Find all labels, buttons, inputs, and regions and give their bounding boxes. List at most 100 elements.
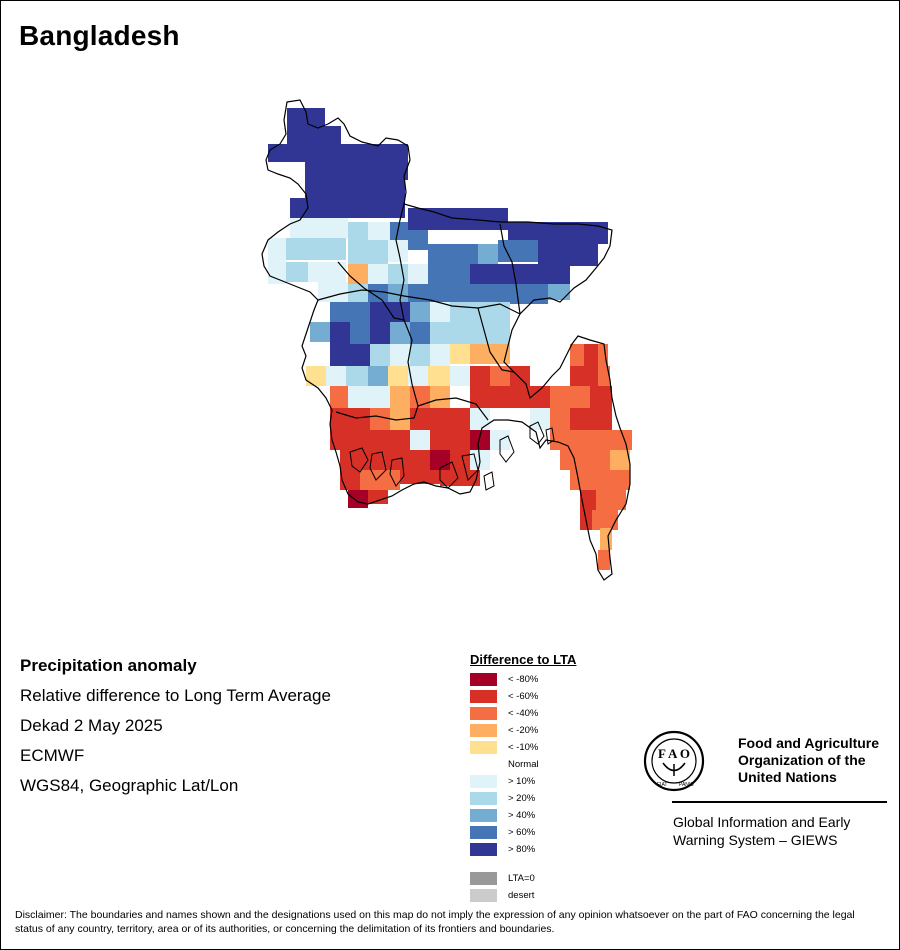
anomaly-cell (550, 408, 570, 430)
anomaly-cell (388, 366, 408, 386)
system-name: Global Information and Early Warning Sys… (673, 814, 851, 848)
anomaly-cell (440, 470, 480, 486)
legend-swatch (470, 843, 497, 856)
legend-item: < -80% (470, 671, 640, 688)
legend-item: > 40% (470, 807, 640, 824)
legend-label: > 10% (508, 776, 536, 787)
anomaly-cell (508, 222, 608, 244)
anomaly-cell (498, 240, 538, 262)
anomaly-cell (430, 430, 470, 450)
fao-logo-icon: F A O FIAT PANIS (643, 730, 705, 792)
anomaly-cell (410, 302, 430, 322)
anomaly-cell (306, 366, 326, 386)
division-boundary (477, 307, 515, 373)
anomaly-cell (390, 222, 410, 240)
anomaly-cell (598, 550, 610, 570)
legend-label: < -80% (508, 674, 539, 685)
anomaly-cell (330, 344, 370, 366)
anomaly-cell (408, 366, 428, 386)
legend-item: < -40% (470, 705, 640, 722)
anomaly-cell (340, 470, 360, 490)
legend-label: > 80% (508, 844, 536, 855)
legend-label: desert (508, 890, 535, 901)
anomaly-cell (550, 430, 620, 450)
anomaly-cell (368, 490, 388, 504)
disclaimer: Disclaimer: The boundaries and names sho… (15, 909, 855, 935)
anomaly-cell (410, 430, 430, 450)
island (483, 471, 495, 491)
anomaly-cell (610, 470, 630, 490)
anomaly-cell (470, 408, 490, 430)
legend-item: < -60% (470, 688, 640, 705)
anomaly-cell (550, 386, 590, 408)
anomaly-cell (430, 322, 450, 344)
org-name: Food and Agriculture Organization of the… (738, 735, 880, 785)
legend-swatch (470, 707, 497, 720)
anomaly-cell (510, 366, 530, 386)
legend-swatch (470, 758, 497, 771)
anomaly-cell (287, 126, 341, 144)
anomaly-cell (286, 238, 346, 260)
anomaly-cell (428, 244, 478, 264)
anomaly-cell (470, 366, 490, 386)
anomaly-cell (490, 366, 510, 386)
page-title: Bangladesh (19, 20, 180, 51)
island (389, 457, 405, 487)
anomaly-cell (330, 408, 350, 430)
anomaly-cell (350, 430, 410, 450)
anomaly-cell (538, 244, 598, 266)
anomaly-cell (470, 344, 510, 364)
anomaly-cell (590, 408, 612, 430)
legend-swatch (470, 673, 497, 686)
anomaly-cell (305, 162, 408, 180)
projection: WGS84, Geographic Lat/Lon (20, 776, 239, 795)
anomaly-cell (430, 344, 450, 366)
admin-boundaries (261, 99, 631, 581)
anomaly-cell (570, 344, 584, 366)
anomaly-cell (348, 264, 368, 284)
anomaly-cell (430, 302, 450, 322)
anomaly-cell (286, 262, 308, 282)
anomaly-cell (478, 244, 498, 264)
legend-label: Normal (508, 759, 539, 770)
legend-label: > 20% (508, 793, 536, 804)
time-period: Dekad 2 May 2025 (20, 716, 163, 735)
anomaly-cell (326, 366, 346, 386)
island (439, 461, 459, 489)
anomaly-cell (368, 284, 388, 304)
anomaly-cell (598, 366, 610, 386)
svg-text:PANIS: PANIS (679, 782, 694, 788)
anomaly-cell (287, 108, 305, 126)
island (499, 435, 515, 463)
legend-swatch (470, 741, 497, 754)
anomaly-cell (450, 322, 510, 344)
anomaly-cell (370, 322, 390, 344)
anomaly-cell (508, 284, 548, 304)
legend-swatch (470, 724, 497, 737)
anomaly-cell (470, 386, 530, 408)
anomaly-cell (368, 222, 390, 240)
division-boundary (335, 405, 419, 421)
anomaly-cell (348, 284, 368, 304)
anomaly-cell (390, 322, 410, 344)
legend-item: < -10% (470, 739, 640, 756)
anomaly-cell (450, 450, 470, 470)
anomaly-cell (268, 238, 286, 256)
legend-swatch (470, 826, 497, 839)
legend-label: > 60% (508, 827, 536, 838)
legend-label: < -60% (508, 691, 539, 702)
anomaly-cell (428, 366, 450, 386)
anomaly-cell (410, 450, 430, 470)
legend-item: > 80% (470, 841, 640, 858)
anomaly-cell (318, 282, 348, 302)
anomaly-cell (290, 218, 348, 238)
division-boundary (317, 289, 521, 315)
anomaly-cell (408, 284, 508, 304)
anomaly-cell (350, 322, 370, 344)
anomaly-cell (290, 198, 405, 218)
anomaly-cell (530, 386, 550, 408)
anomaly-cell (305, 108, 325, 126)
anomaly-cell (310, 322, 330, 342)
org-divider (672, 801, 887, 803)
anomaly-cell (388, 284, 410, 304)
